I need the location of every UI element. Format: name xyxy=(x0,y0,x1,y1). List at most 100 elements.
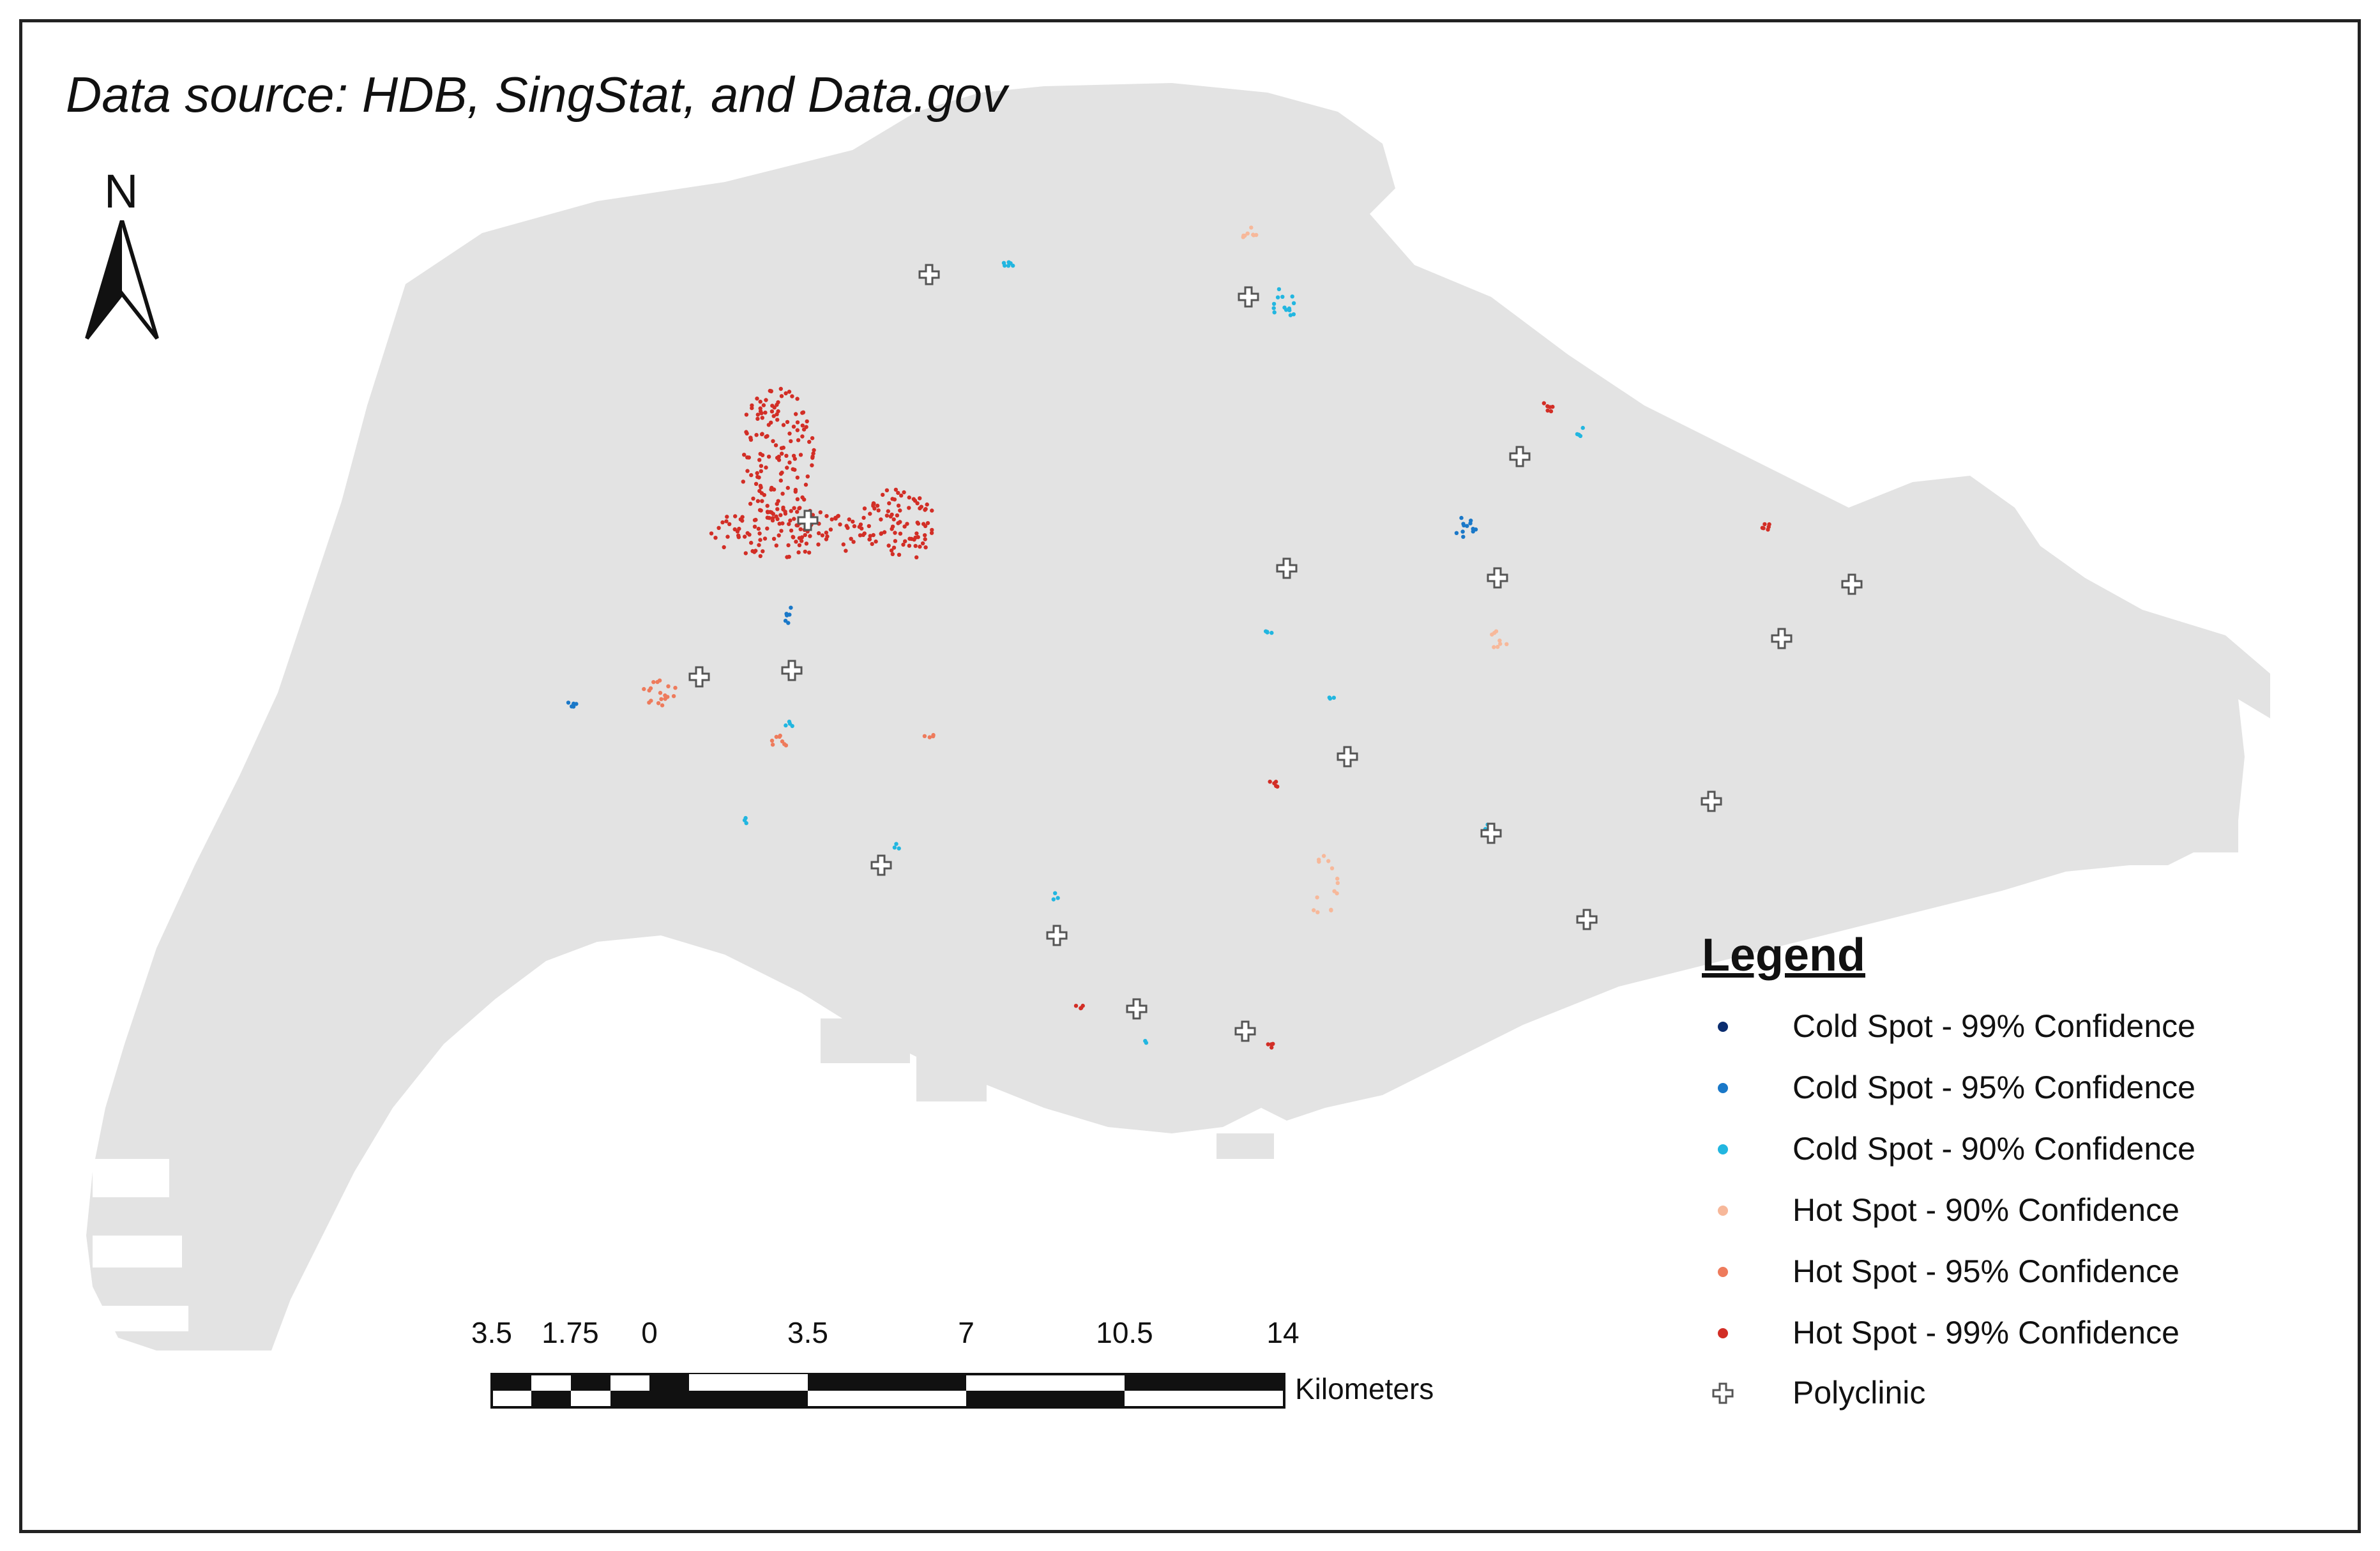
spot-point xyxy=(1331,695,1336,700)
spot-point xyxy=(1272,310,1277,315)
spot-point xyxy=(1249,225,1254,230)
pier xyxy=(412,904,444,974)
spot-point xyxy=(929,531,934,535)
spot-point xyxy=(784,723,788,728)
spot-point xyxy=(725,534,730,539)
legend-item-cold-95: Cold Spot - 95% Confidence xyxy=(1676,1057,2283,1119)
spot-point xyxy=(891,517,896,522)
spot-point xyxy=(925,521,930,526)
spot-point xyxy=(780,451,784,456)
spot-point xyxy=(771,536,777,541)
spot-point xyxy=(750,405,754,411)
spot-point xyxy=(874,539,878,544)
spot-point xyxy=(785,485,791,490)
spot-point xyxy=(795,475,800,480)
spot-point xyxy=(894,842,898,846)
spot-point xyxy=(833,517,838,521)
legend-item-hot-90: Hot Spot - 90% Confidence xyxy=(1676,1180,2283,1241)
spot-point xyxy=(1315,895,1319,900)
spot-point xyxy=(759,508,763,513)
spot-point xyxy=(777,458,782,462)
data-source-note: Data source: HDB, SingStat, and Data.gov xyxy=(66,66,1008,123)
spot-point xyxy=(884,488,890,492)
spot-point xyxy=(1271,1041,1275,1047)
spot-point xyxy=(919,504,924,509)
spot-point xyxy=(1273,780,1278,784)
spot-point xyxy=(1505,642,1509,646)
spot-point xyxy=(927,735,932,739)
spot-point xyxy=(791,534,795,539)
spot-point xyxy=(666,684,671,689)
scale-tick-label: 10.5 xyxy=(1096,1316,1153,1349)
spot-point xyxy=(898,520,902,524)
spot-point xyxy=(755,499,761,503)
spot-point xyxy=(812,448,816,453)
spot-point xyxy=(888,514,893,518)
spot-point xyxy=(752,518,757,522)
spot-point xyxy=(1468,521,1473,526)
spot-point xyxy=(785,420,790,425)
spot-point xyxy=(1312,908,1316,912)
north-label: N xyxy=(104,165,139,218)
spot-point xyxy=(761,403,766,407)
spot-point xyxy=(915,501,920,506)
spot-point xyxy=(725,515,729,519)
spot-point xyxy=(1271,301,1277,306)
polyclinic-marker-icon xyxy=(1576,909,1598,930)
spot-point xyxy=(817,531,821,536)
scale-units-label: Kilometers xyxy=(1295,1372,1434,1405)
spot-point xyxy=(797,543,802,547)
spot-point xyxy=(756,526,761,531)
dot-icon xyxy=(1718,1267,1728,1277)
spot-point xyxy=(744,412,749,417)
spot-point xyxy=(1335,891,1339,896)
spot-point xyxy=(748,437,754,442)
spot-point xyxy=(657,678,662,683)
spot-point xyxy=(907,495,912,500)
spot-point xyxy=(1549,409,1554,414)
spot-point xyxy=(851,519,855,524)
spot-point xyxy=(841,542,846,547)
spot-point xyxy=(1251,232,1255,237)
spot-point xyxy=(1290,294,1294,299)
spot-point xyxy=(795,510,800,514)
spot-point xyxy=(751,496,755,501)
spot-point xyxy=(901,542,906,547)
spot-point xyxy=(1335,881,1340,886)
spot-point xyxy=(887,501,891,506)
spot-point xyxy=(779,394,784,398)
spot-point xyxy=(868,534,873,538)
spot-point xyxy=(1762,522,1767,527)
legend-item-cold-90: Cold Spot - 90% Confidence xyxy=(1676,1119,2283,1180)
spot-point xyxy=(810,436,815,441)
spot-point xyxy=(797,536,802,540)
north-arrow-icon xyxy=(85,220,159,340)
spot-point xyxy=(838,522,842,527)
spot-point xyxy=(1315,910,1320,914)
polyclinic-marker-icon xyxy=(1701,791,1722,812)
spot-point xyxy=(1288,313,1293,317)
spot-point xyxy=(902,524,907,529)
spot-point xyxy=(765,526,769,531)
pier xyxy=(916,1057,987,1101)
spot-point xyxy=(671,694,676,699)
spot-point xyxy=(807,439,812,444)
spot-point xyxy=(905,522,909,526)
polyclinic-marker-icon xyxy=(1234,1020,1256,1042)
pier xyxy=(821,1018,910,1063)
spot-point xyxy=(930,527,934,533)
polyclinic-marker-icon xyxy=(781,660,803,681)
spot-point xyxy=(923,524,928,529)
spot-point xyxy=(744,430,748,434)
spot-point xyxy=(755,471,759,476)
spot-point xyxy=(818,510,823,515)
spot-point xyxy=(1265,630,1270,634)
spot-point xyxy=(658,690,663,695)
spot-point xyxy=(745,531,750,536)
spot-point xyxy=(1317,858,1321,862)
polyclinic-layer xyxy=(688,264,1863,1042)
spot-point xyxy=(800,434,805,439)
spot-point xyxy=(825,534,830,539)
spot-point xyxy=(774,734,779,739)
spot-point xyxy=(852,524,857,529)
